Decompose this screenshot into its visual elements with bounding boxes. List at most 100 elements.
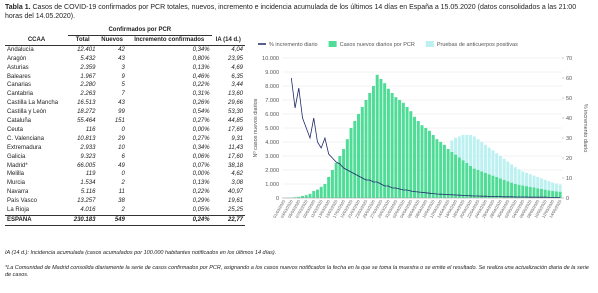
bar xyxy=(405,107,409,198)
table-cell: 19,61 xyxy=(227,198,243,205)
bar xyxy=(536,177,540,189)
column-header: Total xyxy=(75,36,90,43)
bar xyxy=(551,191,555,198)
table-cell: Castilla y León xyxy=(7,109,47,116)
bar xyxy=(420,125,424,198)
bar xyxy=(357,114,361,198)
bar xyxy=(327,177,331,198)
table-cell: 0,34% xyxy=(192,46,210,53)
table-cell: 0,22% xyxy=(192,189,210,196)
table-row: Madrid* 66.005 49 0,07% 38,18 xyxy=(5,162,245,171)
bar xyxy=(461,135,465,161)
table-cell: 43 xyxy=(118,100,125,107)
bar xyxy=(487,147,491,175)
table-cell: Castilla La Mancha xyxy=(7,100,59,107)
bar xyxy=(513,167,517,184)
y-tick-label: 0 xyxy=(276,196,279,202)
table-row: Baleares 1.967 9 0,46% 6,35 xyxy=(5,73,245,82)
bar xyxy=(375,74,379,198)
table-row: País Vasco 13.257 38 0,29% 19,61 xyxy=(5,197,245,206)
y-tick-label: 2.000 xyxy=(265,168,279,174)
bar xyxy=(543,179,547,190)
bar xyxy=(554,191,558,198)
table-cell: Ceuta xyxy=(7,126,24,133)
bar xyxy=(360,107,364,198)
bar xyxy=(554,183,558,192)
bar xyxy=(427,130,431,198)
table-cell: 0,00% xyxy=(192,126,210,133)
table-row: Cantabria 2.263 7 0,31% 13,60 xyxy=(5,90,245,99)
table-cell: 29,66 xyxy=(227,100,243,107)
y2-tick-label: 10 xyxy=(566,176,572,182)
column-header: CCAA xyxy=(27,36,46,43)
table-cell: 0,46% xyxy=(192,73,210,80)
bar xyxy=(457,136,461,158)
legend-swatch xyxy=(425,41,434,47)
y2-tick-label: 0 xyxy=(566,196,569,202)
table-cell: 0,00% xyxy=(192,171,210,178)
bar xyxy=(558,191,562,198)
table-cell: 4.016 xyxy=(80,207,96,214)
table-cell: 4,69 xyxy=(231,64,243,71)
y-tick-label: 3.000 xyxy=(265,154,279,160)
table-row: Melilla 119 0 0,00% 4,62 xyxy=(5,170,245,179)
bar xyxy=(394,97,398,198)
bar xyxy=(371,86,375,198)
bar xyxy=(293,197,297,198)
bar xyxy=(304,195,308,198)
bar xyxy=(315,189,319,198)
table-cell: 22,77 xyxy=(211,215,245,226)
table-cell: 9.323 xyxy=(80,153,96,160)
bar xyxy=(525,186,529,198)
table-cell: 10.813 xyxy=(77,135,96,142)
bar xyxy=(558,184,562,192)
table-cell: 12.401 xyxy=(77,46,96,53)
header-cell xyxy=(5,26,68,35)
bar xyxy=(525,172,529,187)
bar xyxy=(442,144,446,198)
table-cell: 9,31 xyxy=(231,135,243,142)
bar xyxy=(457,157,461,198)
table-cell: 2.280 xyxy=(80,82,96,89)
line xyxy=(290,77,561,198)
bar xyxy=(465,163,469,198)
y2-axis-title: % incremento diario xyxy=(582,104,588,153)
bar xyxy=(536,188,540,198)
table-cell: 23,95 xyxy=(227,55,243,62)
bar xyxy=(424,128,428,198)
table-cell: 6,35 xyxy=(231,73,243,80)
table-cell: 66.005 xyxy=(77,162,96,169)
table-cell: 0,05% xyxy=(192,207,210,214)
table-cell: 0,27% xyxy=(192,135,210,142)
table-row: ESPAÑA 230.183 549 0,24% 22,77 xyxy=(5,215,245,226)
bar xyxy=(439,142,443,198)
table-cell: Galicia xyxy=(7,153,26,160)
table-cell: 0,34% xyxy=(192,144,210,151)
table-cell: 0,27% xyxy=(192,118,210,125)
caption: Tabla 1. Casos de COVID-19 confirmados p… xyxy=(5,3,593,21)
table-cell: 0,26% xyxy=(192,100,210,107)
table-cell: Cataluña xyxy=(7,118,32,125)
bar xyxy=(390,93,394,198)
bar xyxy=(368,93,372,198)
bar xyxy=(431,135,435,198)
table-row: Murcia 1.534 2 0,13% 3,08 xyxy=(5,179,245,188)
table-row: Aragón 5.432 43 0,80% 23,95 xyxy=(5,55,245,64)
table-cell: 13.257 xyxy=(77,198,96,205)
bar xyxy=(319,186,323,198)
table-cell: 0 xyxy=(121,171,125,178)
table-cell: 11,43 xyxy=(228,144,243,151)
table-cell: 6 xyxy=(121,153,125,160)
bar xyxy=(379,79,383,198)
table-cell: Madrid* xyxy=(7,162,28,169)
bar xyxy=(465,135,469,163)
table-cell: 13,60 xyxy=(227,91,243,98)
bar xyxy=(383,83,387,198)
table-row: Extremadura 2.933 10 0,34% 11,43 xyxy=(5,144,245,153)
table-cell: 44,85 xyxy=(227,118,243,125)
bar xyxy=(349,128,353,198)
bar xyxy=(413,116,417,198)
table-cell: 0,54% xyxy=(192,109,210,116)
table-cell: 2.263 xyxy=(80,91,96,98)
bar xyxy=(521,185,525,198)
